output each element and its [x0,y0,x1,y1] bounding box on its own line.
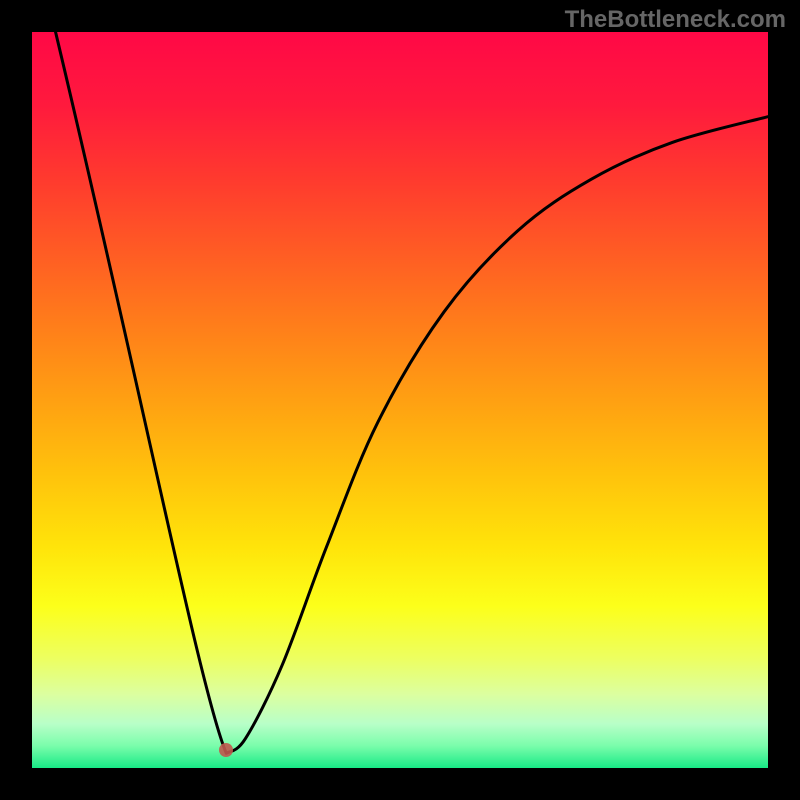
curve-layer [0,0,800,800]
chart-container: TheBottleneck.com [0,0,800,800]
minimum-marker [219,743,233,757]
watermark-text: TheBottleneck.com [565,6,786,34]
